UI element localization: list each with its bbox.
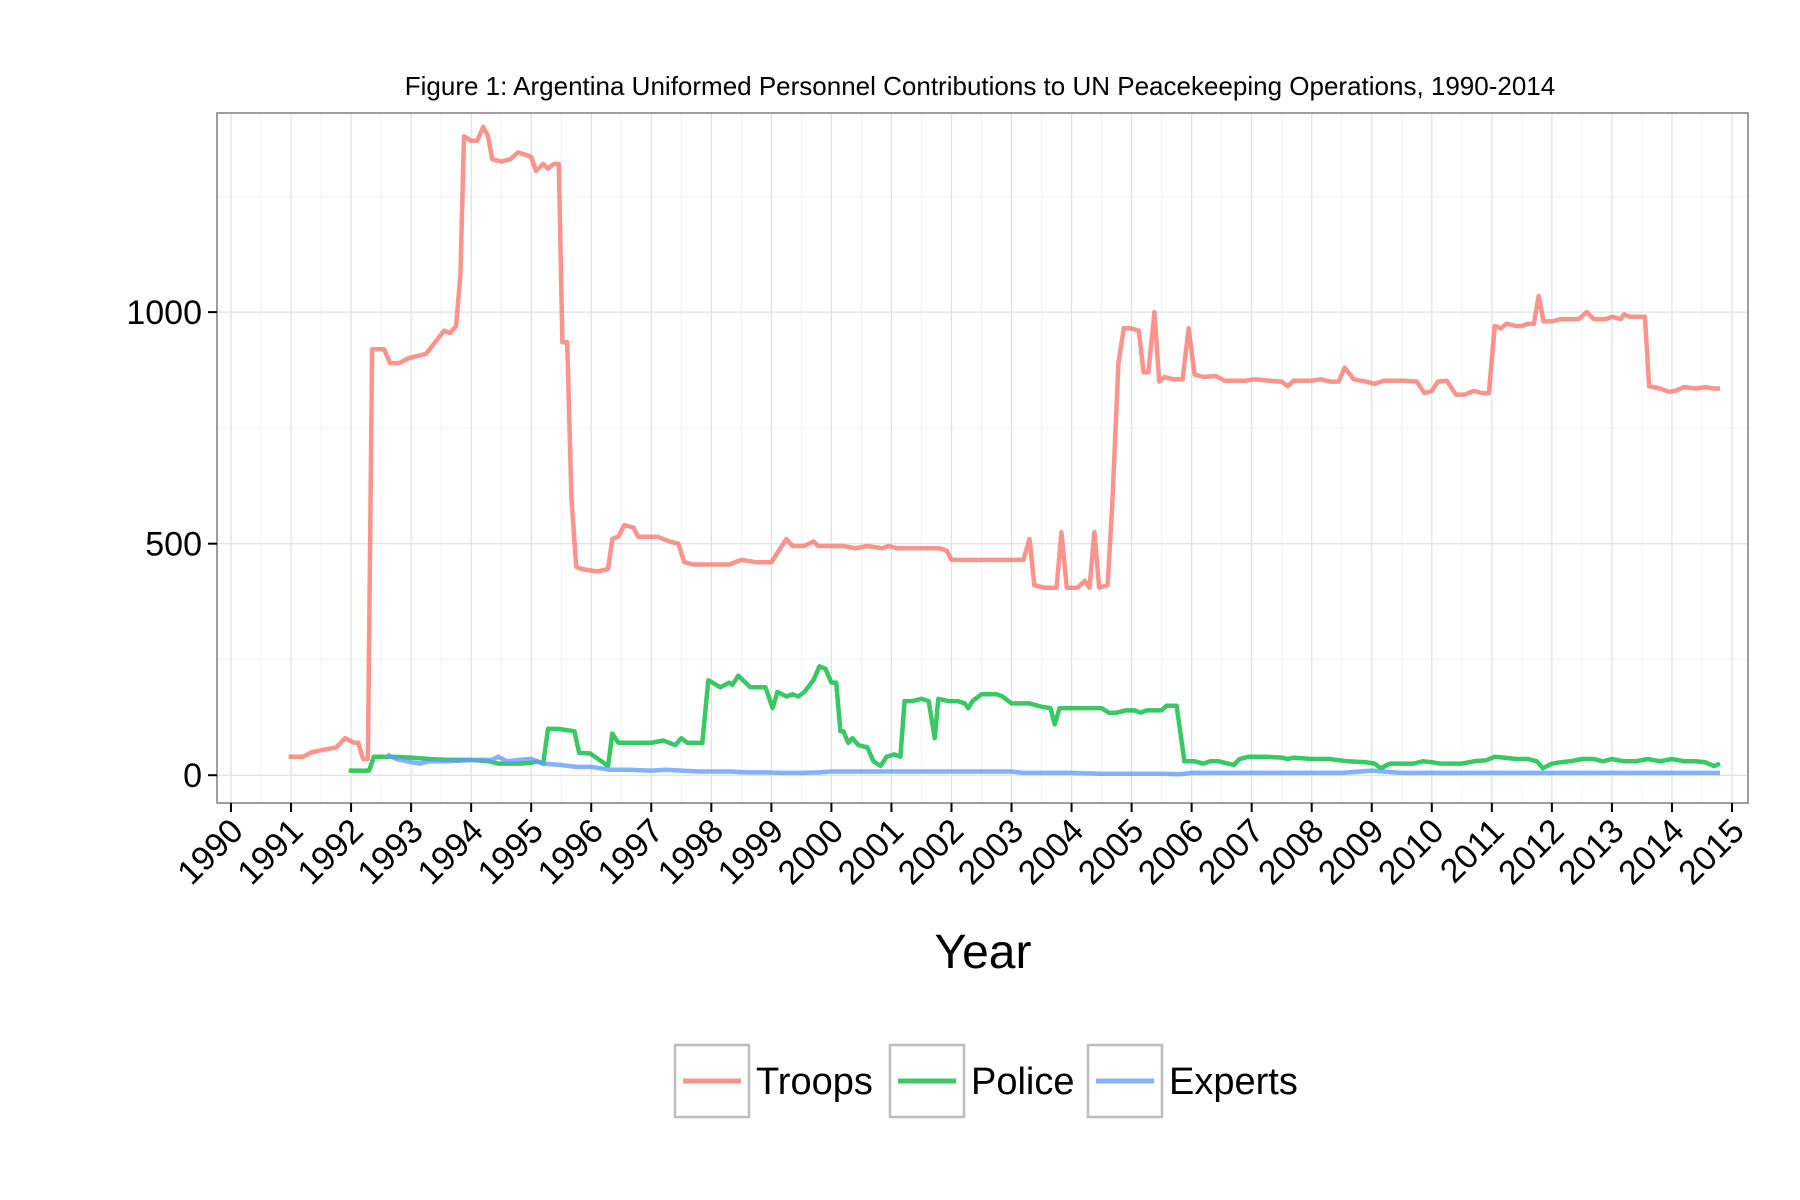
chart-title: Figure 1: Argentina Uniformed Personnel …	[405, 71, 1555, 101]
plot-border	[216, 112, 1749, 804]
x-axis-title: Year	[935, 926, 1032, 979]
series-layer	[288, 124, 1721, 777]
series-line-experts	[386, 752, 1720, 777]
legend-label-experts: Experts	[1169, 1061, 1298, 1103]
y-axis: 0 500 1000	[126, 294, 217, 795]
series-line-troops	[288, 124, 1720, 762]
plot-background	[217, 113, 1748, 803]
y-tick-label: 0	[183, 757, 202, 795]
grid-minor	[217, 113, 1748, 803]
y-tick-label: 500	[145, 526, 202, 564]
y-tick-label: 1000	[126, 294, 202, 332]
legend: Troops Police Experts	[673, 1043, 1298, 1119]
grid-major	[217, 113, 1748, 803]
series-line-police	[348, 664, 1721, 773]
legend-label-troops: Troops	[756, 1061, 873, 1103]
legend-label-police: Police	[971, 1061, 1075, 1103]
